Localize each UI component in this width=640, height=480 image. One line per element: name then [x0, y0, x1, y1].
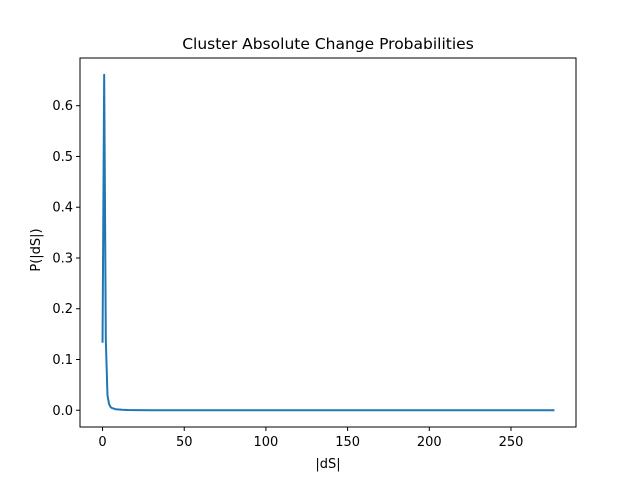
y-tick-label: 0.6 — [52, 99, 73, 114]
x-tick-label: 0 — [98, 435, 106, 450]
x-tick-label: 150 — [335, 435, 360, 450]
x-tick-label: 50 — [176, 435, 193, 450]
y-axis: 0.0 0.1 0.2 0.3 0.4 0.5 0.6 — [52, 99, 80, 419]
x-axis-label: |dS| — [315, 457, 340, 472]
plot-area — [101, 73, 555, 412]
x-axis: 0 50 100 150 200 250 — [98, 427, 523, 450]
y-tick-label: 0.4 — [52, 201, 73, 216]
series-line — [101, 73, 555, 412]
y-tick-label: 0.2 — [52, 302, 73, 317]
chart-title: Cluster Absolute Change Probabilities — [182, 35, 474, 53]
x-tick-label: 250 — [499, 435, 524, 450]
x-tick-label: 200 — [417, 435, 442, 450]
y-axis-label: P(|dS|) — [29, 228, 44, 271]
y-tick-label: 0.0 — [52, 404, 73, 419]
y-tick-label: 0.1 — [52, 353, 73, 368]
x-tick-label: 100 — [254, 435, 279, 450]
plot-frame — [79, 57, 577, 428]
y-tick-label: 0.3 — [52, 251, 73, 266]
y-tick-label: 0.5 — [52, 150, 73, 165]
